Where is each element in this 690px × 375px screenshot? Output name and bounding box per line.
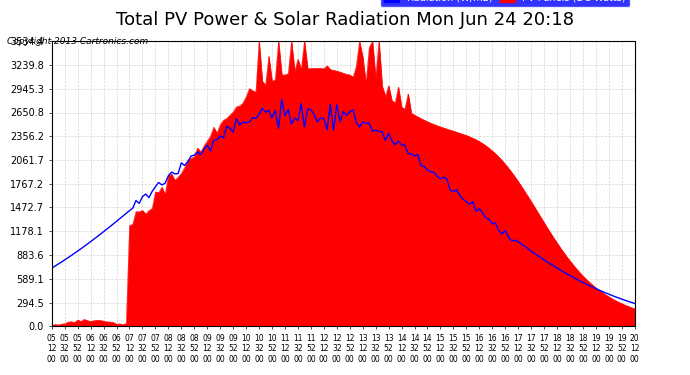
Text: Total PV Power & Solar Radiation Mon Jun 24 20:18: Total PV Power & Solar Radiation Mon Jun… (116, 11, 574, 29)
Legend: Radiation (W/m2), PV Panels (DC Watts): Radiation (W/m2), PV Panels (DC Watts) (380, 0, 630, 7)
Text: Copyright 2013 Cartronics.com: Copyright 2013 Cartronics.com (7, 38, 148, 46)
